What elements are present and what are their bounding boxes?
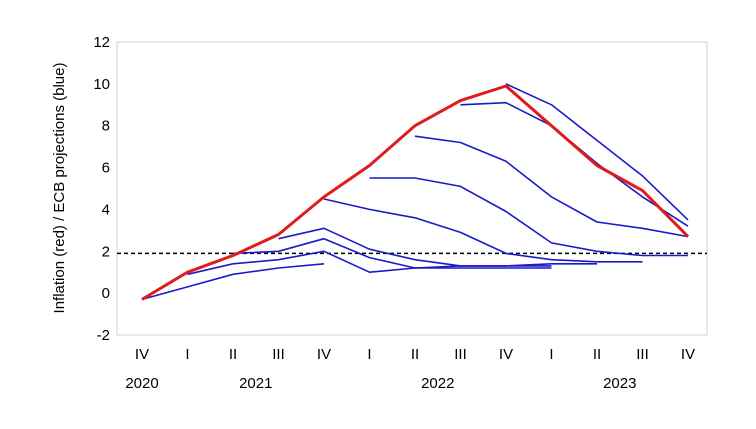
x-tick-label: III — [636, 346, 649, 363]
y-tick-label: 2 — [102, 243, 110, 260]
projection-line — [278, 227, 597, 267]
inflation-line — [141, 84, 690, 301]
y-tick-label: 12 — [93, 34, 110, 51]
x-tick-label: IV — [317, 346, 331, 363]
y-tick-label: 0 — [102, 285, 110, 302]
x-tick-label: II — [229, 346, 237, 363]
projection-line — [505, 83, 689, 221]
y-tick-label: 8 — [102, 118, 110, 135]
y-tick-label: 6 — [102, 160, 110, 177]
y-axis-ticks: -2 0 2 4 6 8 10 12 — [93, 34, 110, 344]
x-tick-label: IV — [499, 346, 513, 363]
year-label: 2022 — [421, 375, 454, 392]
x-tick-label: II — [593, 346, 601, 363]
projection-line — [187, 250, 552, 276]
x-tick-label: III — [272, 346, 285, 363]
x-tick-label: I — [367, 346, 371, 363]
x-tick-label: I — [185, 346, 189, 363]
year-label: 2021 — [239, 375, 272, 392]
projection-line — [323, 198, 643, 263]
x-tick-label: IV — [681, 346, 695, 363]
x-tick-label: II — [411, 346, 419, 363]
x-tick-label: I — [549, 346, 553, 363]
y-tick-label: 4 — [102, 201, 110, 218]
y-tick-label: -2 — [97, 327, 110, 344]
projection-line — [414, 135, 689, 238]
plot-frame — [116, 41, 708, 336]
projection-line — [369, 177, 688, 257]
projection-line — [141, 263, 325, 301]
projection-lines — [141, 83, 689, 301]
projection-line — [232, 237, 552, 269]
y-axis-label: Inflation (red) / ECB projections (blue) — [51, 63, 68, 314]
y-tick-label: 10 — [93, 76, 110, 93]
x-axis-year-labels: 2020 2021 2022 2023 — [125, 375, 636, 392]
x-tick-label: IV — [135, 346, 149, 363]
year-label: 2020 — [125, 375, 158, 392]
x-tick-label: III — [454, 346, 467, 363]
x-axis-ticks: IV I II III IV I II III IV I II III IV — [135, 346, 695, 363]
year-label: 2023 — [603, 375, 636, 392]
projection-line — [460, 101, 689, 227]
